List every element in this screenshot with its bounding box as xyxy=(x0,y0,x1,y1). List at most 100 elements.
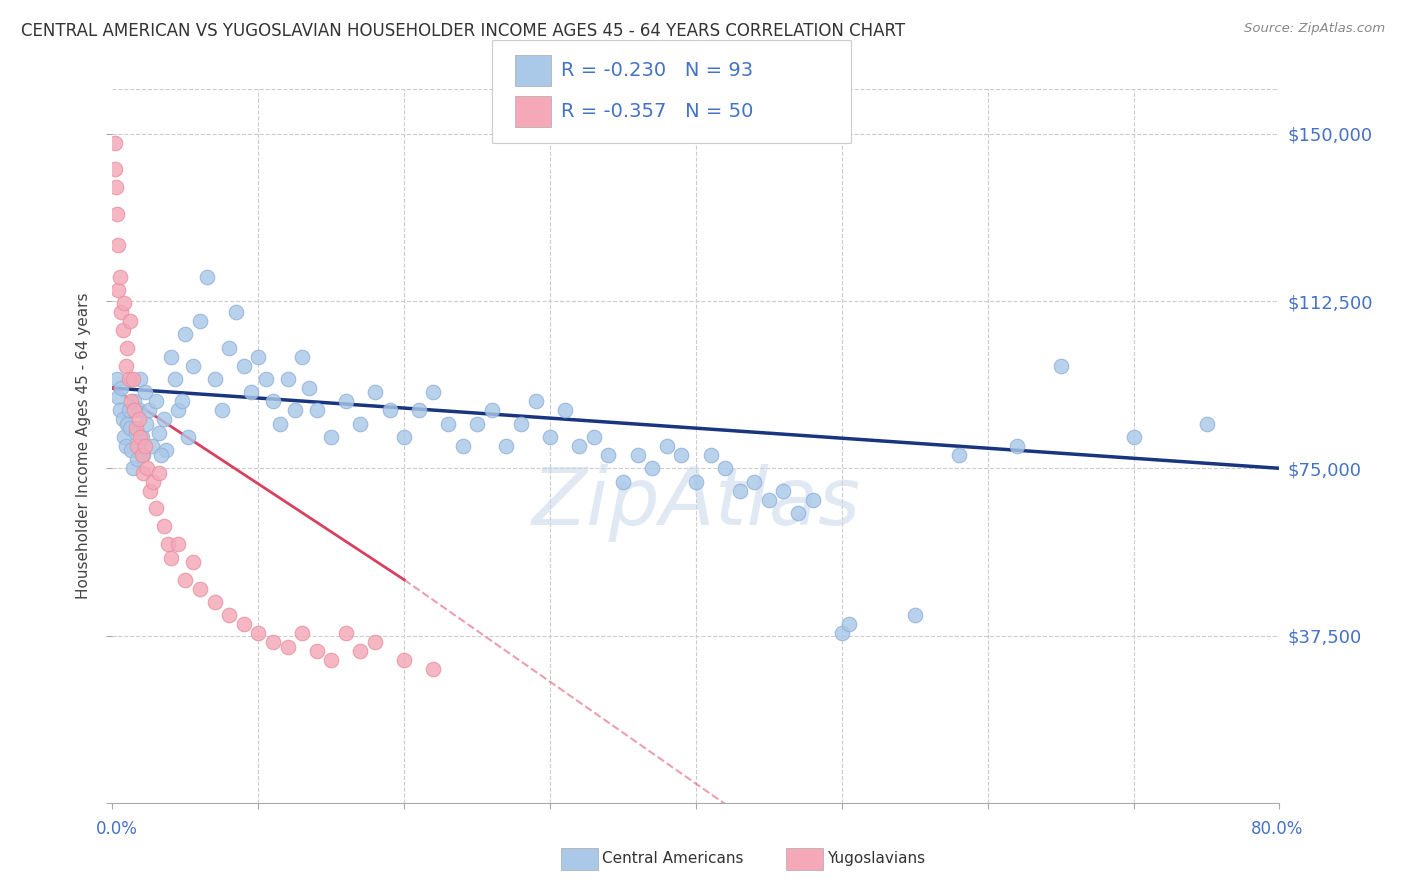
Point xyxy=(728,483,751,498)
Point xyxy=(538,430,561,444)
Point xyxy=(110,305,132,319)
Point xyxy=(107,390,129,404)
Point xyxy=(156,537,179,551)
Point xyxy=(117,372,139,386)
Point xyxy=(142,475,165,489)
Y-axis label: Householder Income Ages 45 - 64 years: Householder Income Ages 45 - 64 years xyxy=(76,293,91,599)
Point xyxy=(131,448,153,462)
Point xyxy=(582,430,605,444)
Point xyxy=(364,635,387,649)
Text: 80.0%: 80.0% xyxy=(1250,820,1303,838)
Point xyxy=(149,448,172,462)
Point xyxy=(148,466,170,480)
Point xyxy=(104,162,127,177)
Point xyxy=(112,296,135,310)
Point xyxy=(124,394,146,409)
Point xyxy=(181,555,204,569)
Point xyxy=(904,608,927,623)
Text: ZipAtlas: ZipAtlas xyxy=(531,464,860,542)
Point xyxy=(699,448,721,462)
Point xyxy=(111,412,134,426)
Point xyxy=(225,305,247,319)
Point xyxy=(787,506,810,520)
Point xyxy=(128,412,150,426)
Point xyxy=(948,448,970,462)
Point xyxy=(758,492,780,507)
Point xyxy=(554,403,576,417)
Point xyxy=(335,626,357,640)
Point xyxy=(524,394,547,409)
Point xyxy=(262,394,284,409)
Point xyxy=(132,466,155,480)
Point xyxy=(160,550,183,565)
Point xyxy=(276,640,298,654)
Point xyxy=(128,403,150,417)
Point xyxy=(127,452,149,467)
Text: Yugoslavians: Yugoslavians xyxy=(827,852,925,866)
Text: R = -0.230   N = 93: R = -0.230 N = 93 xyxy=(561,61,754,80)
Point xyxy=(120,443,142,458)
Point xyxy=(122,372,145,386)
Point xyxy=(465,417,488,431)
Point xyxy=(141,439,163,453)
Point xyxy=(655,439,678,453)
Point xyxy=(671,448,693,462)
Point xyxy=(408,403,430,417)
Point xyxy=(1005,439,1028,453)
Point xyxy=(124,403,146,417)
Point xyxy=(105,372,128,386)
Point xyxy=(254,372,277,386)
Point xyxy=(204,595,226,609)
Point xyxy=(232,359,254,373)
Point xyxy=(772,483,794,498)
Point xyxy=(104,136,127,150)
Point xyxy=(145,501,167,516)
Point xyxy=(112,430,135,444)
Point xyxy=(138,403,160,417)
Point xyxy=(177,430,200,444)
Text: 0.0%: 0.0% xyxy=(96,820,138,838)
Point xyxy=(262,635,284,649)
Point xyxy=(378,403,401,417)
Point xyxy=(364,385,387,400)
Point xyxy=(451,439,474,453)
Point xyxy=(801,492,824,507)
Point xyxy=(211,403,233,417)
Point xyxy=(247,350,270,364)
Point xyxy=(626,448,648,462)
Point xyxy=(152,519,174,533)
Point xyxy=(232,617,254,632)
Point xyxy=(437,417,460,431)
Point xyxy=(120,394,142,409)
Point xyxy=(188,314,211,328)
Point xyxy=(114,439,136,453)
Point xyxy=(240,385,263,400)
Point xyxy=(685,475,707,489)
Point xyxy=(152,412,174,426)
Point xyxy=(218,608,240,623)
Point xyxy=(422,662,444,676)
Point xyxy=(125,425,148,440)
Point xyxy=(481,403,503,417)
Point xyxy=(115,341,138,355)
Point xyxy=(495,439,517,453)
Point xyxy=(349,417,371,431)
Point xyxy=(349,644,371,658)
Point xyxy=(160,350,183,364)
Point xyxy=(1195,417,1218,431)
Point xyxy=(247,626,270,640)
Point xyxy=(174,327,197,342)
Point xyxy=(108,403,131,417)
Point xyxy=(110,381,132,395)
Point xyxy=(125,421,148,435)
Point xyxy=(165,372,187,386)
Point xyxy=(118,314,141,328)
Point xyxy=(155,443,177,458)
Point xyxy=(291,626,314,640)
Point xyxy=(568,439,591,453)
Point xyxy=(139,483,162,498)
Point xyxy=(167,403,190,417)
Point xyxy=(135,417,157,431)
Point xyxy=(117,403,139,417)
Point xyxy=(132,448,155,462)
